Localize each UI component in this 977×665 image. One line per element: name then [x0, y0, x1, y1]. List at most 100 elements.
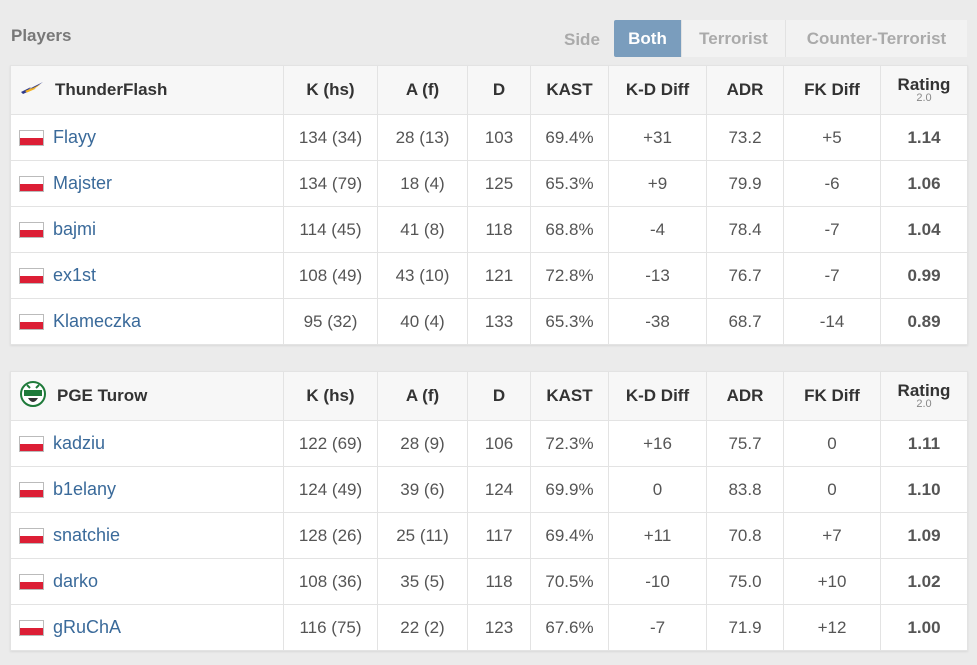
- tab-both[interactable]: Both: [614, 20, 682, 57]
- player-name-link[interactable]: ex1st: [53, 265, 97, 285]
- table-row: kadziu 122 (69) 28 (9) 106 72.3% +16 75.…: [10, 420, 968, 467]
- player-name-link[interactable]: bajmi: [53, 219, 97, 239]
- column-fk-diff[interactable]: FK Diff: [783, 65, 881, 115]
- adr-value: 75.7: [706, 420, 784, 467]
- table-row: Klameczka 95 (32) 40 (4) 133 65.3% -38 6…: [10, 298, 968, 345]
- player-name-link[interactable]: kadziu: [53, 433, 106, 453]
- deaths-value: 125: [467, 160, 531, 207]
- player-name-link[interactable]: Flayy: [53, 127, 97, 147]
- player-name-link[interactable]: b1elany: [53, 479, 117, 499]
- kills-value: 122 (69): [283, 420, 378, 467]
- deaths-value: 118: [467, 206, 531, 253]
- table-header-row: PGE Turow K (hs) A (f) D KAST K-D Diff A…: [10, 371, 968, 421]
- kast-value: 70.5%: [530, 558, 609, 605]
- player-name-link[interactable]: snatchie: [53, 525, 121, 545]
- column-assists[interactable]: A (f): [377, 65, 468, 115]
- fk-diff-value: -14: [783, 298, 881, 345]
- team-name[interactable]: PGE Turow: [57, 386, 148, 405]
- team-name[interactable]: ThunderFlash: [55, 80, 168, 99]
- kills-value: 116 (75): [283, 604, 378, 651]
- kast-value: 65.3%: [530, 298, 609, 345]
- rating-value: 1.09: [880, 512, 968, 559]
- deaths-value: 103: [467, 114, 531, 161]
- column-deaths[interactable]: D: [467, 371, 531, 421]
- poland-flag-icon: [19, 573, 44, 590]
- kast-value: 72.3%: [530, 420, 609, 467]
- kills-value: 95 (32): [283, 298, 378, 345]
- rating-value: 1.04: [880, 206, 968, 253]
- kast-value: 69.4%: [530, 512, 609, 559]
- fk-diff-value: -7: [783, 206, 881, 253]
- player-cell: Flayy: [10, 114, 284, 161]
- kills-value: 134 (79): [283, 160, 378, 207]
- kills-value: 114 (45): [283, 206, 378, 253]
- assists-value: 40 (4): [377, 298, 468, 345]
- column-kd-diff[interactable]: K-D Diff: [608, 371, 707, 421]
- table-row: Flayy 134 (34) 28 (13) 103 69.4% +31 73.…: [10, 114, 968, 161]
- fk-diff-value: -7: [783, 252, 881, 299]
- column-kast[interactable]: KAST: [530, 371, 609, 421]
- kills-value: 128 (26): [283, 512, 378, 559]
- assists-value: 22 (2): [377, 604, 468, 651]
- column-deaths[interactable]: D: [467, 65, 531, 115]
- player-cell: gRuChA: [10, 604, 284, 651]
- kd-diff-value: -4: [608, 206, 707, 253]
- players-header-bar: Players Side Both Terrorist Counter-Terr…: [0, 0, 977, 62]
- player-name-link[interactable]: gRuChA: [53, 617, 122, 637]
- kast-value: 68.8%: [530, 206, 609, 253]
- rating-label: Rating: [897, 75, 951, 94]
- player-cell: Klameczka: [10, 298, 284, 345]
- player-name-link[interactable]: darko: [53, 571, 99, 591]
- column-kast[interactable]: KAST: [530, 65, 609, 115]
- rating-value: 1.02: [880, 558, 968, 605]
- column-kills[interactable]: K (hs): [283, 371, 378, 421]
- fk-diff-value: +10: [783, 558, 881, 605]
- rating-version: 2.0: [916, 398, 932, 410]
- kast-value: 69.4%: [530, 114, 609, 161]
- deaths-value: 121: [467, 252, 531, 299]
- adr-value: 73.2: [706, 114, 784, 161]
- assists-value: 39 (6): [377, 466, 468, 513]
- kd-diff-value: +16: [608, 420, 707, 467]
- kd-diff-value: +11: [608, 512, 707, 559]
- player-cell: snatchie: [10, 512, 284, 559]
- assists-value: 18 (4): [377, 160, 468, 207]
- player-cell: bajmi: [10, 206, 284, 253]
- column-rating[interactable]: Rating 2.0: [880, 65, 968, 115]
- column-assists[interactable]: A (f): [377, 371, 468, 421]
- adr-value: 75.0: [706, 558, 784, 605]
- rating-value: 1.06: [880, 160, 968, 207]
- column-adr[interactable]: ADR: [706, 65, 784, 115]
- kast-value: 65.3%: [530, 160, 609, 207]
- column-kills[interactable]: K (hs): [283, 65, 378, 115]
- table-row: snatchie 128 (26) 25 (11) 117 69.4% +11 …: [10, 512, 968, 559]
- rating-label: Rating: [897, 381, 951, 400]
- rating-value: 0.99: [880, 252, 968, 299]
- adr-value: 76.7: [706, 252, 784, 299]
- column-fk-diff[interactable]: FK Diff: [783, 371, 881, 421]
- player-name-link[interactable]: Klameczka: [53, 311, 142, 331]
- kast-value: 69.9%: [530, 466, 609, 513]
- column-adr[interactable]: ADR: [706, 371, 784, 421]
- table-row: b1elany 124 (49) 39 (6) 124 69.9% 0 83.8…: [10, 466, 968, 513]
- adr-value: 83.8: [706, 466, 784, 513]
- adr-value: 71.9: [706, 604, 784, 651]
- kast-value: 72.8%: [530, 252, 609, 299]
- poland-flag-icon: [19, 481, 44, 498]
- assists-value: 28 (13): [377, 114, 468, 161]
- deaths-value: 133: [467, 298, 531, 345]
- column-rating[interactable]: Rating 2.0: [880, 371, 968, 421]
- rating-version: 2.0: [916, 92, 932, 104]
- player-cell: b1elany: [10, 466, 284, 513]
- table-header-row: ThunderFlash K (hs) A (f) D KAST K-D Dif…: [10, 65, 968, 115]
- kills-value: 108 (49): [283, 252, 378, 299]
- tab-counter-terrorist[interactable]: Counter-Terrorist: [786, 20, 967, 57]
- tab-terrorist[interactable]: Terrorist: [682, 20, 786, 57]
- poland-flag-icon: [19, 129, 44, 146]
- adr-value: 79.9: [706, 160, 784, 207]
- column-kd-diff[interactable]: K-D Diff: [608, 65, 707, 115]
- side-label: Side: [564, 30, 600, 49]
- player-name-link[interactable]: Majster: [53, 173, 113, 193]
- poland-flag-icon: [19, 619, 44, 636]
- adr-value: 78.4: [706, 206, 784, 253]
